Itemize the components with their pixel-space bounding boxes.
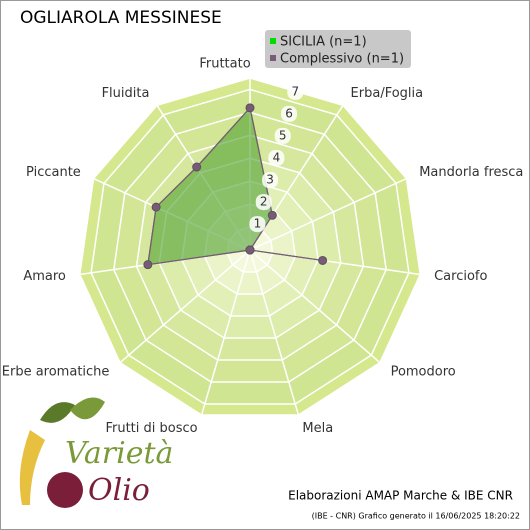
data-point — [192, 162, 202, 172]
chart-title: OGLIAROLA MESSINESE — [20, 8, 222, 28]
legend: SICILIA (n=1) Complessivo (n=1) — [270, 35, 404, 67]
credit: Elaborazioni AMAP Marche & IBE CNR — [288, 489, 513, 503]
tick-label: 1 — [254, 217, 262, 231]
data-point — [151, 202, 161, 212]
data-point — [143, 260, 153, 270]
logo-text: Varietà — [65, 436, 173, 471]
logo-dot — [47, 472, 83, 508]
axis-label: Mela — [302, 421, 333, 436]
legend-swatch — [270, 55, 276, 61]
data-point — [318, 255, 328, 265]
logo: Varietà Olio — [19, 397, 173, 508]
tick-bg — [281, 105, 298, 122]
axis-label: Fluidita — [102, 86, 150, 101]
spoke — [249, 177, 407, 251]
legend-box — [265, 30, 411, 68]
axis-label: Amaro — [23, 269, 66, 284]
tick-bg — [255, 194, 272, 211]
spoke — [249, 249, 381, 364]
data-point — [245, 245, 255, 255]
axis-label: Pomodoro — [391, 364, 456, 379]
legend-label: SICILIA (n=1) — [280, 35, 367, 50]
logo-leaf — [40, 402, 75, 423]
tick-bg — [262, 172, 279, 189]
tick-label: 7 — [292, 84, 300, 98]
tick-label: 5 — [279, 128, 287, 142]
radar-marks: 1 2 3 4 5 6 7 — [143, 83, 328, 270]
logo-text: Olio — [88, 473, 150, 508]
axis-label: Piccante — [26, 165, 81, 180]
spoke — [249, 249, 300, 416]
data-point — [267, 210, 277, 220]
axis-label: Erba/Foglia — [351, 86, 424, 101]
logo-stroke — [19, 430, 45, 505]
axis-label: Fruttato — [199, 57, 250, 72]
axis-label: Frutti di bosco — [105, 421, 197, 436]
axis-label: Carciofo — [434, 269, 487, 284]
axis-label: Erbe aromatiche — [2, 364, 110, 379]
tick-bg — [268, 149, 285, 166]
tick-bg — [249, 216, 266, 233]
tick-label: 6 — [285, 106, 293, 120]
data-point — [245, 103, 255, 113]
tick-label: 3 — [266, 173, 274, 187]
tick-bg — [287, 83, 304, 100]
spoke — [119, 249, 251, 364]
logo-leaf — [70, 397, 105, 420]
tick-bg — [274, 127, 291, 144]
legend-label: Complessivo (n=1) — [280, 52, 404, 67]
axis-label: Mandorla fresca — [419, 165, 523, 180]
tick-label: 2 — [260, 195, 268, 209]
legend-swatch — [270, 38, 276, 44]
tick-label: 4 — [273, 150, 281, 164]
generated: (IBE - CNR) Grafico generato il 16/06/20… — [312, 512, 520, 521]
spoke — [200, 249, 251, 416]
